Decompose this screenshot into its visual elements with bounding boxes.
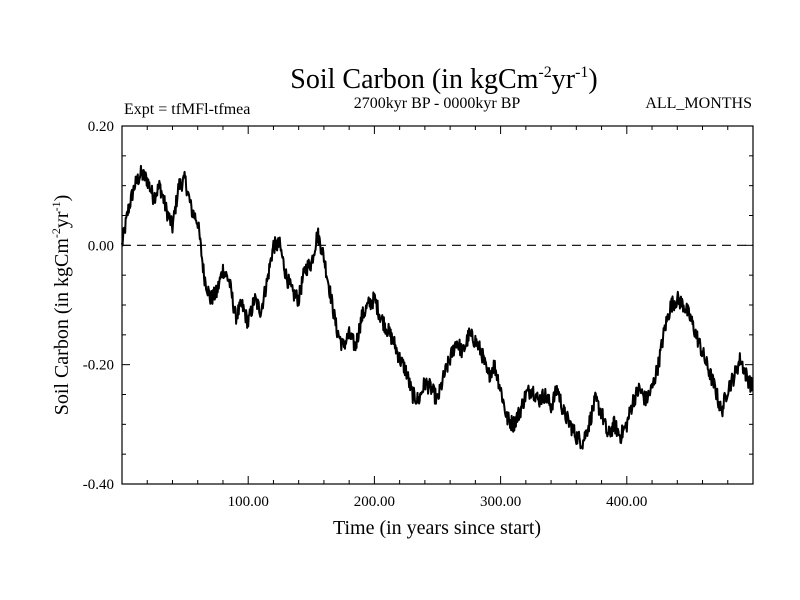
y-tick-label-0: 0.00 [88,238,114,254]
chart-title: Soil Carbon (in kgCm-2yr-1) [290,64,597,95]
subtitle-experiment: Expt = tfMFl-tfmea [124,101,250,118]
x-tick-label-200: 200.00 [354,494,395,510]
y-tick-label--0.2: -0.20 [83,358,114,374]
x-tick-label-100: 100.00 [228,494,269,510]
y-axis-ticks: 0.20 0.00 -0.20 -0.40 [83,119,753,493]
plot-frame [121,125,754,485]
y-tick-label-0.2: 0.20 [88,119,114,135]
subtitle-period: 2700kyr BP - 0000kyr BP [354,95,521,112]
series-line-soil-carbon [121,164,754,450]
x-tick-label-400: 400.00 [606,494,647,510]
x-axis-ticks: 100.00 200.00 300.00 400.00 [146,126,729,510]
y-axis-label: Soil Carbon (in kgCm-2yr-1) [49,195,73,416]
x-axis-label: Time (in years since start) [333,517,541,539]
y-tick-label--0.4: -0.40 [83,477,114,493]
x-tick-label-300: 300.00 [480,494,521,510]
subtitle-months: ALL_MONTHS [645,95,752,112]
